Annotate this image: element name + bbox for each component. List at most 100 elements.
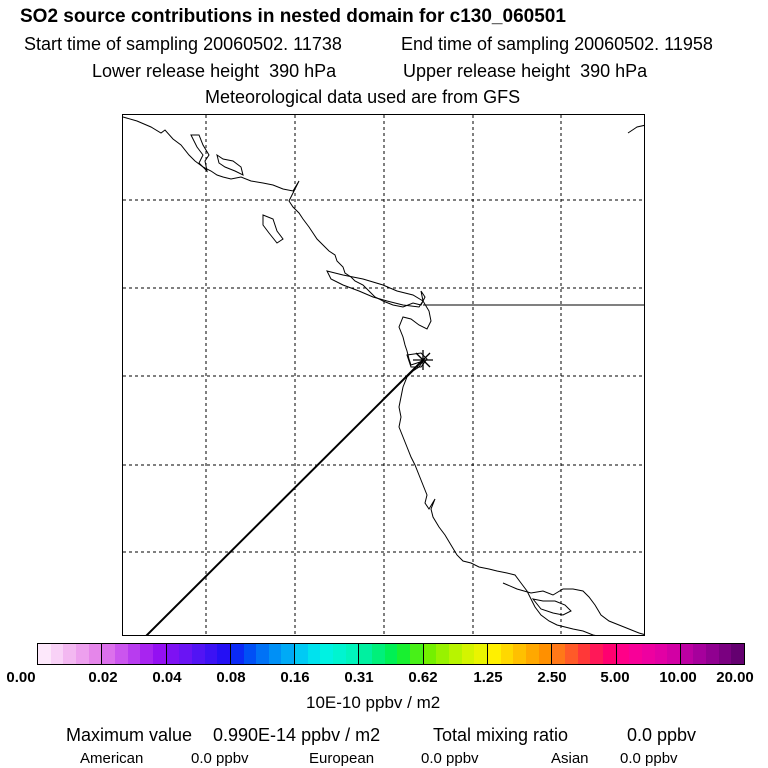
colorbar-swatch: [461, 644, 475, 664]
region-american-value: 0.0 ppbv: [191, 750, 249, 767]
coastline-sound: [326, 270, 424, 308]
total-mixing-ratio-value: 0.0 ppbv: [627, 725, 697, 745]
colorbar-swatch: [718, 644, 732, 664]
colorbar-swatch: [487, 644, 501, 664]
colorbar-swatch: [552, 644, 565, 664]
colorbar-tick-label: 0.04: [152, 669, 182, 686]
colorbar-tick-label: 0.02: [88, 669, 118, 686]
region-asian-label: Asian: [551, 750, 589, 767]
colorbar-swatch: [680, 644, 694, 664]
colorbar-tick-label: 0.62: [408, 669, 438, 686]
colorbar-tick-label: 0.08: [216, 669, 246, 686]
coastline-bay: [406, 352, 428, 368]
map-canvas: [123, 115, 644, 635]
colorbar-swatch: [372, 644, 385, 664]
colorbar-swatch: [256, 644, 269, 664]
colorbar-swatch: [577, 644, 591, 664]
coastline-main: [123, 116, 596, 635]
colorbar-swatch: [38, 644, 51, 664]
colorbar-tick-label: 20.00: [716, 669, 754, 686]
colorbar-swatch: [384, 644, 398, 664]
colorbar-swatch: [243, 644, 257, 664]
map-panel: [122, 114, 645, 636]
coastline-northeast: [627, 124, 644, 134]
region-american-label: American: [80, 750, 144, 767]
colorbar-swatch: [513, 644, 526, 664]
colorbar-tick-label: 2.50: [537, 669, 567, 686]
colorbar-tick-label: 1.25: [473, 669, 503, 686]
colorbar-swatch: [449, 644, 462, 664]
colorbar-swatch: [50, 644, 64, 664]
colorbar-swatch: [474, 644, 488, 664]
colorbar-swatch: [114, 644, 128, 664]
colorbar-swatch: [166, 644, 180, 664]
map-grid: [123, 115, 644, 635]
colorbar-swatch: [333, 644, 346, 664]
max-value: 0.990E-14 ppbv / m2: [213, 725, 381, 745]
region-european-label: European: [309, 750, 375, 767]
colorbar-tick-label: 5.00: [600, 669, 630, 686]
colorbar-unit-label: 10E-10 ppbv / m2: [306, 693, 441, 712]
colorbar-swatch: [525, 644, 539, 664]
colorbar-tick-label: 0.31: [344, 669, 374, 686]
coastline-inlet: [262, 214, 284, 244]
colorbar-swatch: [706, 644, 719, 664]
colorbar-swatch: [152, 644, 167, 664]
coastline-south-inlet: [531, 598, 572, 616]
coastline: [123, 116, 644, 635]
color-scale-bar: [37, 643, 745, 665]
colorbar-swatch: [75, 644, 89, 664]
colorbar-swatch: [204, 644, 218, 664]
colorbar-swatch: [616, 644, 630, 664]
colorbar-swatch: [629, 644, 642, 664]
total-mixing-ratio-label: Total mixing ratio: [433, 725, 569, 745]
colorbar-swatch: [500, 644, 514, 664]
upper-release-height-label: Upper release height 390 hPa: [403, 61, 648, 81]
colorbar-swatch: [140, 644, 153, 664]
colorbar-swatch: [693, 644, 707, 664]
start-time-label: Start time of sampling 20060502. 11738: [24, 34, 342, 54]
coastline-north-island: [216, 153, 244, 176]
met-data-label: Meteorological data used are from GFS: [205, 87, 521, 107]
colorbar-swatch: [217, 644, 231, 664]
colorbar-swatch: [230, 644, 244, 664]
region-european-value: 0.0 ppbv: [421, 750, 479, 767]
colorbar-swatch: [345, 644, 360, 664]
colorbar-swatch: [127, 644, 141, 664]
colorbar-swatch: [281, 644, 296, 664]
release-point-marker: [413, 350, 433, 370]
colorbar-tick-label: 10.00: [659, 669, 697, 686]
colorbar-swatch: [320, 644, 334, 664]
colorbar-swatch: [102, 644, 115, 664]
max-value-label: Maximum value: [66, 725, 193, 745]
coastline-south: [502, 582, 644, 635]
lower-release-height-label: Lower release height 390 hPa: [92, 61, 337, 81]
coastline-north-fjord: [190, 134, 210, 173]
colorbar-swatch: [295, 644, 308, 664]
region-asian-value: 0.0 ppbv: [620, 750, 678, 767]
colorbar-swatch: [63, 644, 76, 664]
colorbar-swatch: [641, 644, 655, 664]
colorbar-swatch: [564, 644, 578, 664]
colorbar-swatch: [88, 644, 103, 664]
colorbar-swatch: [423, 644, 437, 664]
colorbar-swatch: [268, 644, 282, 664]
colorbar-swatch: [397, 644, 411, 664]
trajectory-line: [145, 359, 424, 635]
colorbar-swatch: [359, 644, 373, 664]
colorbar-tick-label: 0.00: [6, 669, 36, 686]
colorbar-swatch: [410, 644, 424, 664]
colorbar-swatch: [667, 644, 681, 664]
colorbar-swatch: [602, 644, 617, 664]
colorbar-swatch: [179, 644, 192, 664]
colorbar-swatch: [191, 644, 205, 664]
map-title: SO2 source contributions in nested domai…: [20, 6, 566, 27]
colorbar-tick-label: 0.16: [280, 669, 310, 686]
colorbar-swatch: [654, 644, 668, 664]
colorbar-swatch: [436, 644, 449, 664]
colorbar-swatch: [731, 644, 745, 664]
end-time-label: End time of sampling 20060502. 11958: [401, 34, 713, 54]
colorbar-swatch: [590, 644, 603, 664]
colorbar-swatch: [307, 644, 321, 664]
colorbar-swatch: [538, 644, 553, 664]
